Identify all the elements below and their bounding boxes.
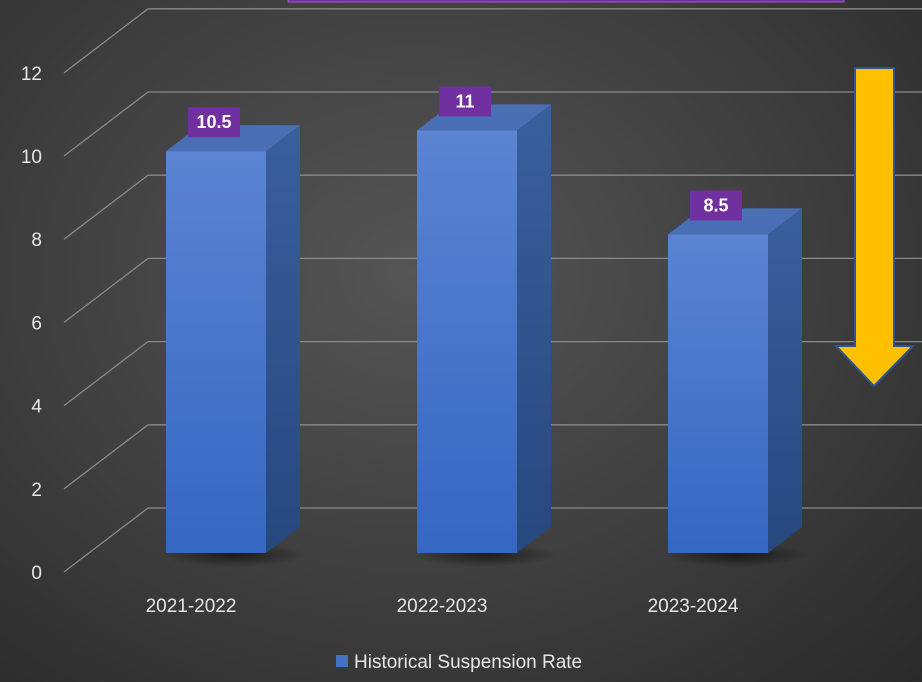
x-axis-categories: 2021-2022 2022-2023 2023-2024 xyxy=(146,596,739,617)
title-bar xyxy=(287,0,845,3)
data-label-box xyxy=(439,86,491,117)
y-tick-label: 8 xyxy=(31,230,42,251)
data-label: 11 xyxy=(455,91,474,111)
gridline-diagonal xyxy=(63,424,149,490)
legend-swatch xyxy=(336,655,348,667)
down-arrow-icon xyxy=(833,67,916,388)
y-tick-label: 6 xyxy=(31,313,42,334)
gridline-diagonal xyxy=(63,341,149,407)
y-tick-label: 12 xyxy=(21,64,42,85)
data-label-box xyxy=(690,190,742,221)
data-label-box xyxy=(188,107,240,138)
gridline-diagonal xyxy=(63,257,149,323)
x-category-label: 2023-2024 xyxy=(648,596,739,617)
annotation-layer xyxy=(833,67,916,388)
y-axis-ticks: 0 2 4 6 8 10 12 xyxy=(21,64,43,584)
x-category-label: 2022-2023 xyxy=(397,596,488,617)
legend-label: Historical Suspension Rate xyxy=(354,652,582,673)
title-box-fragment xyxy=(287,0,845,3)
y-tick-label: 10 xyxy=(21,147,42,168)
x-category-label: 2021-2022 xyxy=(146,596,237,617)
gridline-diagonal xyxy=(63,174,149,240)
data-labels: 10.5 11 8.5 xyxy=(188,86,742,221)
gridline-diagonal xyxy=(63,8,149,74)
data-label: 10.5 xyxy=(196,112,231,132)
bar xyxy=(668,234,768,553)
legend: Historical Suspension Rate xyxy=(336,652,582,673)
y-tick-label: 0 xyxy=(31,563,42,584)
bar xyxy=(166,151,266,553)
bar-side xyxy=(768,208,802,553)
y-tick-label: 2 xyxy=(31,480,42,501)
bars xyxy=(162,104,808,567)
bar-side xyxy=(517,104,551,554)
gridline-diagonal xyxy=(63,91,149,157)
data-label: 8.5 xyxy=(703,195,728,215)
gridline-diagonal xyxy=(63,507,149,573)
y-tick-label: 4 xyxy=(31,397,42,418)
bar xyxy=(417,130,517,553)
bar-side xyxy=(266,125,300,553)
